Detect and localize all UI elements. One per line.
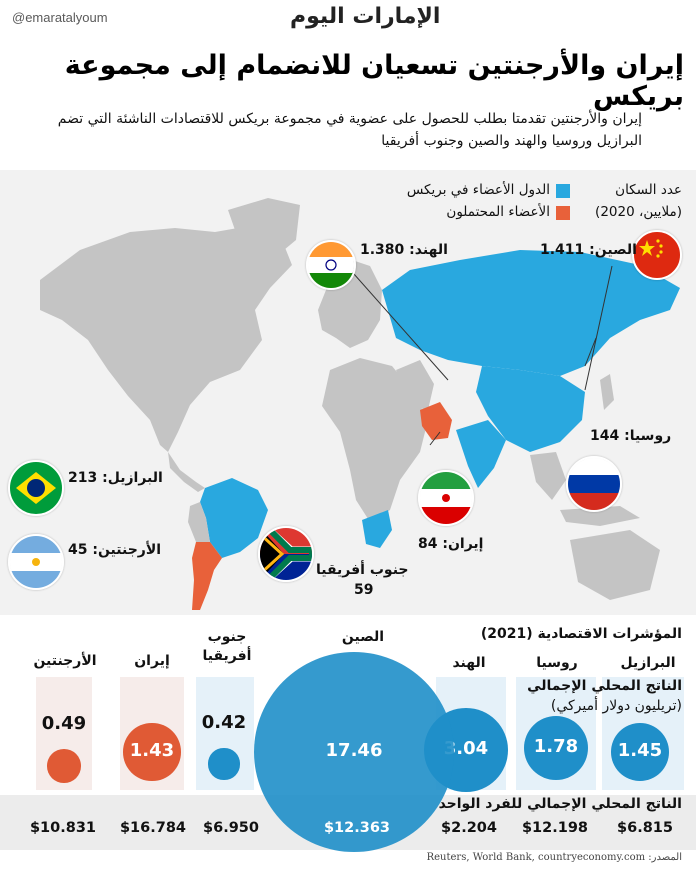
india-shape (456, 420, 506, 488)
south-africa-shape (362, 510, 392, 548)
source-label: المصدر: (648, 852, 682, 863)
legend-potential-swatch (556, 206, 570, 220)
country-name-india: الهند (452, 655, 486, 671)
indonesia-shape (560, 506, 640, 526)
russia-flag-icon (566, 456, 622, 512)
greenland-shape (228, 198, 300, 260)
legend-member-label: الدول الأعضاء في بريكس (406, 182, 550, 198)
south-africa-name-label: جنوب أفريقيا (316, 562, 409, 578)
per-capita-china: $12.363 (323, 820, 391, 836)
per-capita-india: $2.204 (441, 820, 497, 836)
india-flag-icon (306, 240, 356, 290)
gdp-label: الناتج المحلي الإجمالي (527, 678, 682, 694)
gdp-bubble-argentina (47, 749, 81, 783)
brazil-shape (200, 478, 268, 558)
source-line: المصدر: Reuters, World Bank, countryecon… (420, 852, 682, 863)
russia-shape (382, 250, 680, 376)
per-capita-argentina: $10.831 (29, 820, 97, 836)
gdp-value-argentina: 0.49 (41, 713, 87, 735)
gdp-bubble-russia (523, 715, 588, 780)
newspaper-logo: الإمارات اليوم (290, 4, 441, 29)
gdp-bubble-brazil (611, 723, 669, 781)
south-africa-flag-icon (258, 526, 314, 582)
australia-shape (570, 530, 660, 600)
page-subtitle: إيران والأرجنتين تقدمتا بطلب للحصول على … (57, 111, 642, 149)
iran-shape (420, 402, 452, 440)
south-africa-population-value: 59 (354, 582, 374, 598)
central-america-shape (168, 452, 205, 492)
country-name-argentina: الأرجنتين (33, 653, 97, 669)
gdp-value-india: 3.04 (443, 738, 489, 759)
header: @emaratalyoum الإمارات اليوم إيران والأر… (0, 0, 696, 170)
china-flag-icon (632, 230, 682, 280)
gdp-bubble-south-africa (208, 748, 240, 780)
page-title: إيران والأرجنتين تسعيان للانضمام إلى مجم… (64, 50, 684, 112)
world-map: الدول الأعضاء في بريكس الأعضاء المحتملون… (0, 170, 696, 615)
country-name-brazil: البرازيل (620, 655, 676, 671)
middle-east-shape (396, 360, 434, 410)
per-capita-brazil: $6.815 (617, 820, 673, 836)
source-text: Reuters, World Bank, countryeconomy.com (426, 852, 646, 863)
iran-population-label: إيران: 84 (418, 536, 484, 552)
country-name-iran: إيران (134, 653, 170, 669)
iran-flag-icon (418, 470, 474, 526)
per-capita-russia: $12.198 (521, 820, 589, 836)
legend-population-title: عدد السكان (615, 182, 682, 198)
russia-population-label: روسيا: 144 (590, 428, 672, 444)
africa-shape (322, 358, 428, 522)
country-name-russia: روسيا (536, 655, 578, 671)
gdp-value-iran: 1.43 (129, 740, 175, 761)
north-america-shape (40, 225, 292, 452)
india-population-label: الهند: 1.380 (360, 242, 448, 258)
legend-member-swatch (556, 184, 570, 198)
social-handle: @emaratalyoum (12, 10, 108, 25)
china-shape (476, 366, 585, 452)
brazil-flag-icon (8, 460, 64, 516)
gdp-unit: (تريليون دولار أميركي) (550, 698, 682, 714)
country-name-china: الصين (341, 629, 385, 645)
japan-shape (600, 374, 614, 410)
gdp-value-china: 17.46 (325, 740, 383, 761)
gdp-value-south-africa: 0.42 (201, 712, 247, 734)
china-population-label: الصين: 1.411 (540, 242, 637, 258)
per-capita-south-africa: $6.950 (203, 820, 259, 836)
gdp-value-russia: 1.78 (533, 736, 579, 757)
econ-section-title: المؤشرات الاقتصادية (2021) (480, 626, 682, 642)
per-capita-iran: $16.784 (119, 820, 187, 836)
argentina-shape (192, 542, 222, 610)
legend-potential-label: الأعضاء المحتملون (446, 204, 550, 220)
argentina-flag-icon (8, 534, 64, 590)
south-america-rest-shape (188, 502, 210, 542)
world-map-svg (40, 198, 680, 610)
brazil-population-label: البرازيل: 213 (68, 470, 163, 486)
legend-population-unit: (ملايين، 2020) (595, 204, 682, 220)
country-name-south-africa: جنوب أفريقيا (202, 629, 252, 664)
argentina-population-label: الأرجنتين: 45 (68, 542, 162, 558)
gdp-bubble-china (253, 651, 455, 853)
per-capita-label: الناتج المحلي الإجمالي للفرد الواحد (438, 796, 682, 812)
gdp-bubble-iran (123, 723, 181, 781)
southeast-asia-shape (530, 452, 566, 500)
gdp-value-brazil: 1.45 (617, 740, 663, 761)
